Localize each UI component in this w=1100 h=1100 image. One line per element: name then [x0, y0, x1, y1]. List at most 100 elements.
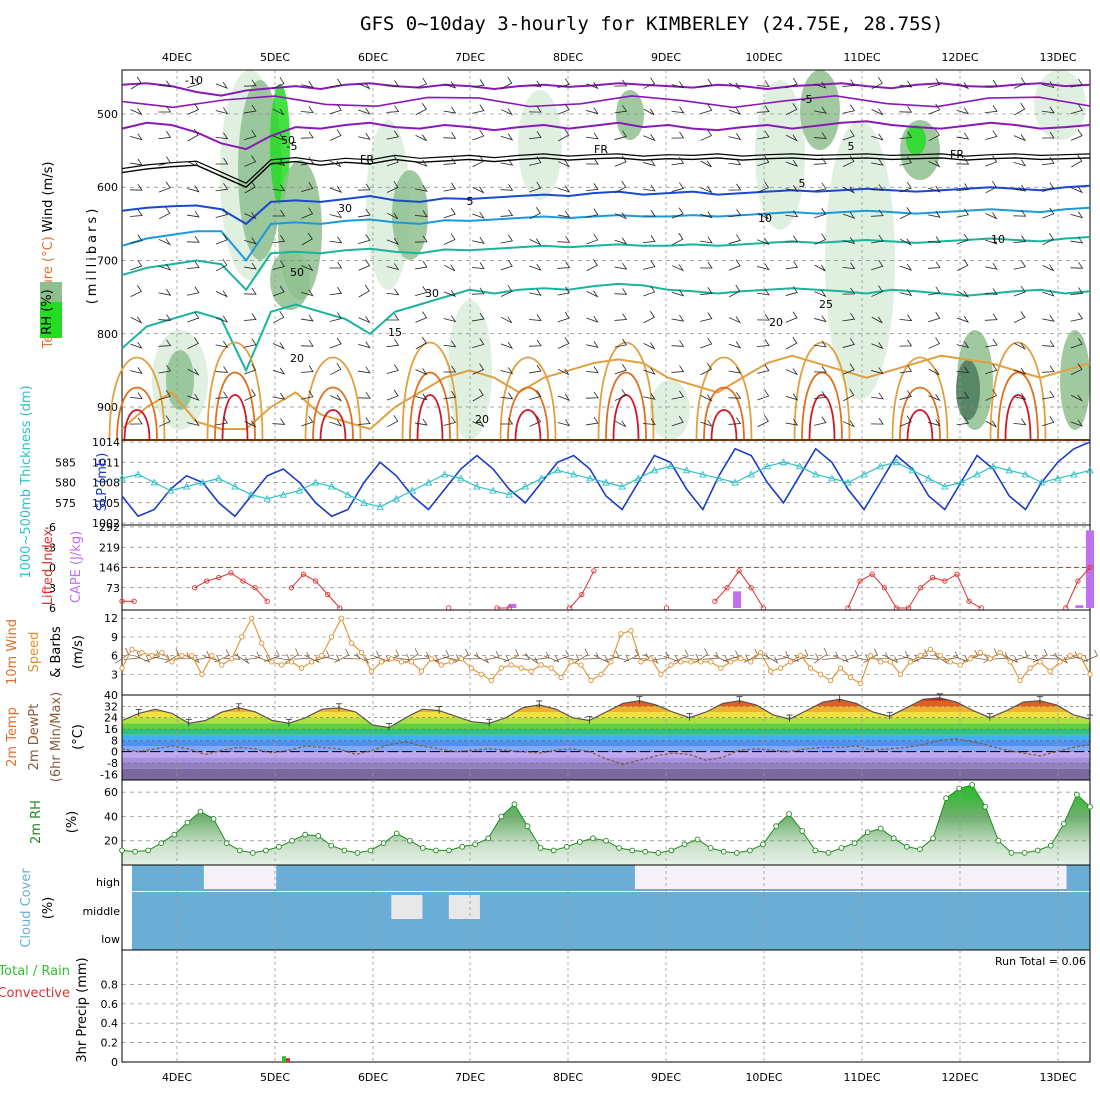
cloud-high-clear — [946, 865, 959, 889]
rh-marker — [825, 850, 832, 856]
wind-speed-marker — [957, 662, 963, 668]
wind-barb — [414, 210, 428, 217]
thickness-marker — [505, 490, 513, 498]
wind-barb — [1013, 418, 1027, 426]
wind-barb — [329, 185, 343, 193]
temp-bands — [122, 697, 1090, 780]
wind-speed-marker — [408, 659, 415, 665]
wind-speed-marker — [1057, 659, 1063, 665]
wind-barb — [244, 262, 257, 270]
wind-barb — [586, 341, 599, 348]
isotherm-label: -5 — [802, 93, 813, 106]
wind-barb-10m — [513, 653, 530, 660]
cloud-high-clear — [1018, 865, 1031, 889]
wind-speed-marker — [1037, 659, 1043, 665]
wind-barb — [956, 183, 970, 191]
cloud-high-clear — [694, 865, 708, 889]
thickness-marker — [408, 486, 417, 494]
wind-barb — [301, 415, 314, 427]
wind-barb — [158, 238, 172, 246]
wind-barb — [700, 211, 713, 219]
date-label-top: 10DEC — [745, 51, 782, 64]
precip-tick: 0.2 — [101, 1037, 119, 1050]
wind-barb — [215, 416, 229, 426]
wind-barb-10m — [454, 648, 469, 663]
wind-barb — [757, 415, 769, 428]
temp-minmax-marker — [686, 713, 693, 721]
thickness-marker — [924, 474, 933, 482]
temp-tick: -16 — [100, 768, 118, 781]
wind-barb — [558, 128, 570, 142]
rh-marker — [249, 850, 256, 856]
wind-barb — [813, 132, 827, 139]
wind-barb — [700, 186, 713, 194]
wind-barb — [215, 81, 229, 89]
rh-marker — [838, 845, 845, 851]
slp-tick: 1005 — [92, 497, 120, 510]
wind-barb — [899, 339, 913, 347]
wind-barb — [671, 156, 685, 166]
wind-barb — [386, 389, 399, 401]
date-label-bottom: 9DEC — [651, 1071, 681, 1084]
wind-barb — [301, 264, 314, 272]
wind-tick: 3 — [111, 668, 118, 681]
wind-barb — [1013, 393, 1027, 400]
wind-barb — [130, 133, 143, 141]
wind-barb — [500, 417, 514, 425]
cloud-high-clear — [778, 865, 792, 889]
rh-marker — [498, 813, 505, 820]
temp-minmax-marker — [436, 706, 443, 714]
wind-barb — [785, 103, 798, 115]
wind-barb — [244, 363, 257, 375]
wind-barb — [842, 363, 855, 375]
lifted-index-marker — [748, 585, 754, 591]
rh-marker — [655, 850, 662, 856]
wind-tick: 9 — [111, 631, 118, 644]
wind-barb-10m — [553, 649, 570, 662]
wind-speed-marker — [528, 668, 534, 674]
wind-speed-marker — [708, 659, 714, 665]
wind-barb-10m — [1082, 649, 1098, 663]
cloud-high-clear — [1030, 865, 1043, 889]
wind-barb-10m — [115, 647, 130, 664]
rh-marker — [210, 816, 217, 822]
wind-barb — [899, 364, 913, 374]
wind-barb — [928, 210, 941, 218]
cloud-high-clear — [958, 865, 971, 889]
warm-isotherm-lobe — [116, 386, 158, 441]
wind-barb — [586, 233, 599, 245]
wind-barb — [529, 156, 542, 166]
wind-barb — [785, 260, 799, 270]
wind-barb — [500, 234, 514, 244]
thickness-marker — [795, 462, 804, 470]
wind-speed-marker — [508, 662, 514, 668]
wind-speed-marker — [807, 665, 814, 671]
ylabel-wind-part: Speed — [27, 632, 42, 673]
ylabel-precip: 3hr Precip (mm) — [75, 957, 90, 1062]
rh-marker — [459, 843, 465, 850]
wind-barb — [899, 415, 912, 427]
ylabel-cloud: Cloud Cover — [19, 868, 34, 948]
rh-shading — [650, 380, 690, 440]
wind-barb — [956, 366, 970, 374]
wind-barb-10m — [892, 650, 909, 661]
wind-barb-10m — [852, 654, 870, 661]
date-label-top: 11DEC — [843, 51, 880, 64]
thickness-marker — [521, 482, 530, 490]
wind-barb — [329, 261, 343, 269]
wind-speed-marker — [478, 671, 484, 677]
slp-tick: 1002 — [92, 517, 120, 530]
wind-barb — [444, 264, 456, 272]
wind-barb — [899, 131, 913, 139]
date-label-top: 13DEC — [1039, 51, 1076, 64]
wind-barb-10m — [832, 655, 849, 663]
thickness-marker — [537, 474, 546, 482]
wind-barb — [357, 158, 371, 165]
warm-isotherm-lobe — [123, 409, 151, 441]
wind-barb — [1013, 159, 1027, 167]
rh-shading — [518, 90, 562, 200]
wind-barb — [443, 233, 456, 245]
thickness-tick: 575 — [55, 497, 76, 510]
rh-marker — [668, 847, 675, 854]
wind-barb-10m — [713, 654, 729, 663]
